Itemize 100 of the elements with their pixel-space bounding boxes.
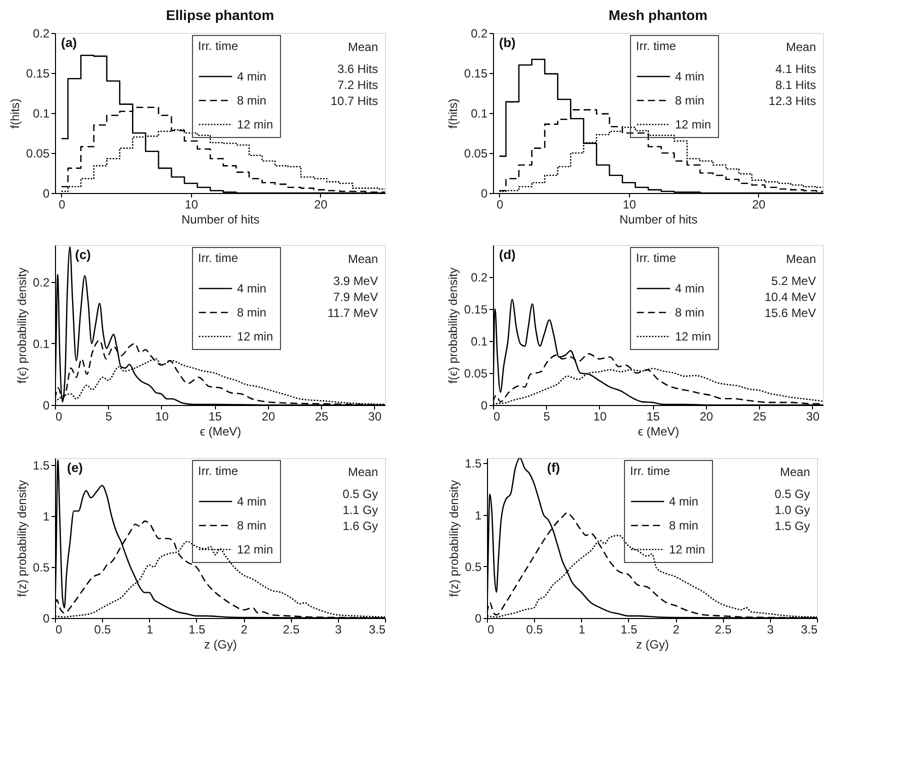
y-tick-label: 1.5 (464, 456, 482, 471)
annotation: 11.7 MeV (328, 306, 378, 320)
x-axis-title: Number of hits (619, 212, 698, 226)
annotation: (f) (547, 460, 560, 475)
x-tick-label: 2 (240, 622, 248, 636)
legend-label: 12 min (237, 542, 274, 556)
y-tick-label: 0.1 (32, 106, 50, 120)
legend-label: 12 min (237, 330, 274, 344)
y-tick-label: 0.1 (32, 336, 50, 351)
y-tick-label: 0.15 (26, 66, 50, 80)
x-axis-title: z (Gy) (204, 638, 237, 652)
annotation: Mean (786, 40, 816, 54)
annotation: 7.9 MeV (333, 290, 378, 304)
x-tick-label: 1 (578, 622, 586, 636)
y-tick-label: 0 (474, 612, 482, 626)
y-tick-label: 0.2 (470, 270, 488, 284)
x-axis-title: z (Gy) (636, 638, 669, 652)
x-axis-title: Number of hits (181, 212, 260, 226)
legend-label: 8 min (237, 518, 266, 532)
y-tick-label: 0 (480, 186, 488, 200)
legend-label: 4 min (237, 70, 266, 84)
legend-label: 8 min (675, 94, 704, 108)
y-axis-title: f(ϵ) probability density (446, 267, 460, 384)
annotation: 10.7 Hits (330, 94, 378, 108)
x-tick-label: 0.5 (526, 622, 544, 636)
annotation: 12.3 Hits (768, 94, 816, 108)
x-tick-label: 25 (314, 410, 329, 424)
x-tick-label: 0 (56, 410, 62, 424)
legend-label: 12 min (669, 542, 706, 556)
annotation: Mean (348, 465, 378, 479)
annotation: 8.1 Hits (775, 78, 816, 92)
legend-label: 4 min (669, 494, 698, 508)
y-axis-title: f(hits) (446, 98, 460, 128)
y-tick-label: 0.5 (464, 560, 482, 574)
annotation: 10.4 MeV (764, 290, 816, 304)
x-tick-label: 2.5 (714, 622, 732, 636)
legend-title: Irr. time (198, 39, 238, 53)
annotation: (e) (67, 460, 83, 475)
x-tick-label: 10 (155, 410, 169, 424)
x-tick-label: 30 (806, 410, 820, 424)
y-tick-label: 0.05 (26, 146, 50, 160)
x-tick-label: 30 (368, 410, 382, 424)
annotation: Mean (348, 252, 378, 266)
x-tick-label: 20 (314, 198, 328, 212)
legend-label: 4 min (237, 494, 266, 508)
annotation: 4.1 Hits (775, 62, 816, 76)
chart-title: Mesh phantom (608, 7, 708, 23)
x-tick-label: 2 (672, 622, 680, 636)
x-tick-label: 1.5 (620, 622, 638, 636)
x-tick-label: 0.5 (94, 622, 112, 636)
legend-title: Irr. time (636, 251, 676, 265)
annotation: 0.5 Gy (774, 487, 810, 501)
y-tick-label: 0.2 (32, 275, 50, 290)
annotation: 1.5 Gy (774, 519, 810, 533)
x-tick-label: 0 (58, 198, 66, 212)
chart-title: Ellipse phantom (166, 7, 274, 23)
y-tick-label: 0.5 (32, 560, 50, 575)
y-axis-title: f(z) probability density (446, 480, 461, 597)
annotation: Mean (780, 465, 810, 479)
x-tick-label: 0 (496, 198, 504, 212)
x-tick-label: 3 (767, 622, 774, 636)
legend-title: Irr. time (636, 39, 676, 53)
x-tick-label: 10 (184, 198, 198, 212)
x-tick-label: 10 (622, 198, 636, 212)
x-tick-label: 3.5 (368, 622, 386, 636)
legend-label: 8 min (237, 306, 266, 320)
legend-label: 4 min (675, 282, 704, 296)
y-tick-label: 0 (42, 612, 50, 626)
x-tick-label: 15 (646, 410, 660, 424)
y-tick-label: 0.05 (464, 146, 488, 160)
x-tick-label: 3 (335, 622, 342, 636)
legend-label: 12 min (237, 118, 274, 132)
x-tick-label: 1 (146, 622, 154, 636)
y-tick-label: 0.15 (464, 302, 488, 316)
y-tick-label: 0 (42, 186, 50, 200)
x-tick-label: 1.5 (188, 622, 206, 636)
x-axis-title: ϵ (MeV) (638, 424, 680, 438)
x-tick-label: 0 (494, 410, 500, 424)
legend-label: 12 min (675, 330, 712, 344)
y-tick-label: 1 (42, 510, 50, 524)
annotation: Mean (786, 252, 816, 266)
annotation: 1.0 Gy (774, 503, 810, 517)
x-tick-label: 5 (543, 410, 550, 424)
x-tick-label: 3.5 (800, 622, 818, 636)
legend-title: Irr. time (198, 251, 238, 265)
x-axis-title: ϵ (MeV) (200, 424, 242, 438)
y-axis-title: f(hits) (8, 98, 22, 128)
annotation: 5.2 MeV (771, 274, 816, 288)
annotation: (c) (75, 247, 91, 262)
legend-label: 8 min (675, 306, 704, 320)
annotation: 3.6 Hits (337, 62, 378, 76)
legend-label: 4 min (237, 282, 266, 296)
x-tick-label: 20 (262, 410, 276, 424)
y-tick-label: 0 (42, 398, 50, 412)
x-tick-label: 20 (700, 410, 714, 424)
legend-title: Irr. time (630, 464, 670, 478)
y-axis-title: f(ϵ) probability density (14, 267, 29, 384)
y-tick-label: 0.2 (470, 26, 488, 40)
annotation: Mean (348, 40, 378, 54)
y-tick-label: 0.2 (32, 26, 50, 40)
